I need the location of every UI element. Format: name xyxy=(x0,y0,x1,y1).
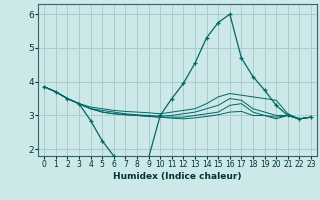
X-axis label: Humidex (Indice chaleur): Humidex (Indice chaleur) xyxy=(113,172,242,181)
